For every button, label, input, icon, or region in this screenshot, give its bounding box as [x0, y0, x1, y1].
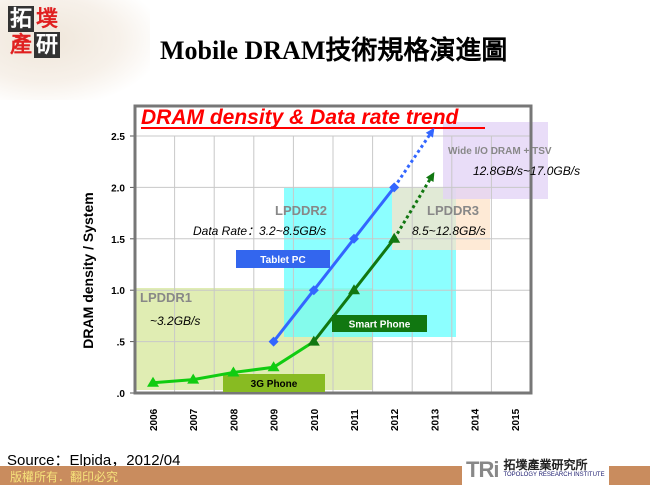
y-tick-label: 1.0 [111, 286, 125, 297]
region-label: LPDDR3 [427, 203, 479, 218]
y-tick-label: .0 [117, 389, 126, 400]
annotation-label: Smart Phone [349, 320, 411, 331]
arrowhead-icon [426, 171, 435, 182]
x-tick-label: 2006 [149, 408, 160, 431]
region-label: LPDDR2 [275, 203, 327, 218]
series-line-segment [352, 237, 396, 292]
annotation-box [223, 374, 325, 392]
data-point [187, 373, 200, 384]
org-name-cn: 拓墣產業研究所 [503, 458, 588, 472]
region-sublabel: 8.5~12.8GB/s [412, 224, 486, 238]
region-label: LPDDR1 [140, 290, 192, 305]
data-point [307, 335, 320, 346]
y-tick-label: .5 [117, 338, 126, 349]
data-point [349, 233, 359, 244]
y-tick-label: 2.0 [111, 183, 125, 194]
copyright-text: 版權所有．翻印必究 [10, 470, 119, 484]
region-sublabel: ~3.2GB/s [150, 314, 200, 328]
x-tick-label: 2011 [350, 409, 361, 431]
org-logo: TRi 拓墣產業研究所 TOPOLOGY RESEARCH INSTITUTE [462, 455, 609, 485]
series-line-segment [312, 237, 356, 292]
brand-logo: 拓墣產研 [8, 6, 60, 58]
series-line-segment [152, 378, 194, 385]
data-point [267, 361, 280, 372]
region-label: Wide I/O DRAM + TSV [448, 146, 552, 157]
annotation-box [332, 315, 427, 332]
x-tick-label: 2013 [430, 408, 441, 431]
page-title: Mobile DRAM技術規格演進圖 [160, 36, 508, 65]
data-point [308, 285, 319, 296]
source-note: Source：Elpida，2012/04 [7, 452, 181, 469]
series-line-segment [233, 365, 274, 374]
x-tick-label: 2009 [270, 408, 281, 431]
series-line-segment [312, 289, 356, 343]
tri-logo-mark: TRi [466, 457, 499, 482]
annotation-label: 3G Phone [251, 379, 298, 390]
arrowhead-icon [425, 127, 435, 138]
y-tick-label: 2.5 [111, 132, 125, 143]
data-point [388, 232, 401, 243]
annotation-label: Tablet PC [260, 255, 305, 266]
y-tick-label: 1.5 [111, 235, 125, 246]
series-line-segment [272, 289, 315, 343]
y-axis-label: DRAM density / System [80, 192, 96, 348]
x-tick-label: 2015 [511, 408, 522, 431]
x-tick-label: 2010 [310, 408, 321, 431]
chart-title: DRAM density & Data rate trend [141, 106, 460, 129]
series-line-segment [192, 370, 234, 382]
data-point [268, 336, 279, 347]
annotation-box [236, 250, 330, 268]
x-tick-label: 2014 [471, 408, 482, 431]
data-point [147, 376, 159, 387]
region-sublabel: 12.8GB/s~17.0GB/s [473, 164, 580, 178]
x-tick-label: 2008 [229, 408, 240, 431]
data-point [348, 284, 360, 295]
series-line-segment [352, 186, 396, 240]
region-sublabel: Data Rate：3.2~8.5GB/s [193, 224, 326, 238]
series-line-segment [272, 340, 315, 369]
x-tick-label: 2007 [189, 408, 200, 431]
data-point [227, 366, 240, 377]
org-name-en: TOPOLOGY RESEARCH INSTITUTE [503, 472, 605, 478]
plot-border [133, 104, 533, 395]
x-tick-label: 2012 [390, 408, 401, 431]
projection-line [392, 171, 436, 240]
data-point [389, 182, 400, 193]
